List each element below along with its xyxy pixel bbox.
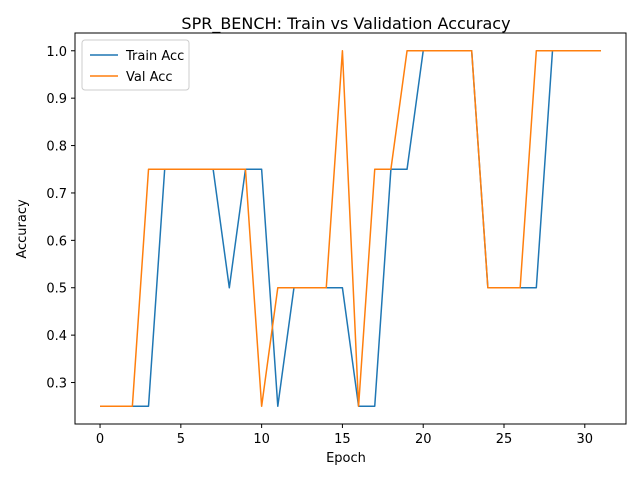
x-tick-label: 30 [577,432,594,447]
y-tick-label: 0.9 [46,92,67,107]
x-tick-label: 20 [415,432,432,447]
y-tick-label: 0.5 [46,282,67,297]
y-axis-label: Accuracy [15,199,30,259]
legend-entry: Val Acc [126,70,173,85]
x-axis-label: Epoch [326,451,366,466]
chart-title: SPR_BENCH: Train vs Validation Accuracy [181,14,510,34]
y-tick-label: 0.8 [46,140,67,155]
legend-entry: Train Acc [125,49,184,64]
plot-frame [74,32,627,425]
x-tick-label: 15 [334,432,351,447]
x-tick-label: 0 [96,432,104,447]
y-tick-label: 1.0 [46,45,67,60]
y-tick-label: 0.6 [46,234,67,249]
y-tick-label: 0.7 [46,187,67,202]
series-line-val-acc [100,50,601,407]
legend-box [81,39,190,91]
y-tick-label: 0.4 [46,329,67,344]
x-tick-label: 5 [177,432,185,447]
x-tick-label: 25 [496,432,513,447]
x-tick-label: 10 [253,432,270,447]
y-tick-label: 0.3 [46,377,67,392]
